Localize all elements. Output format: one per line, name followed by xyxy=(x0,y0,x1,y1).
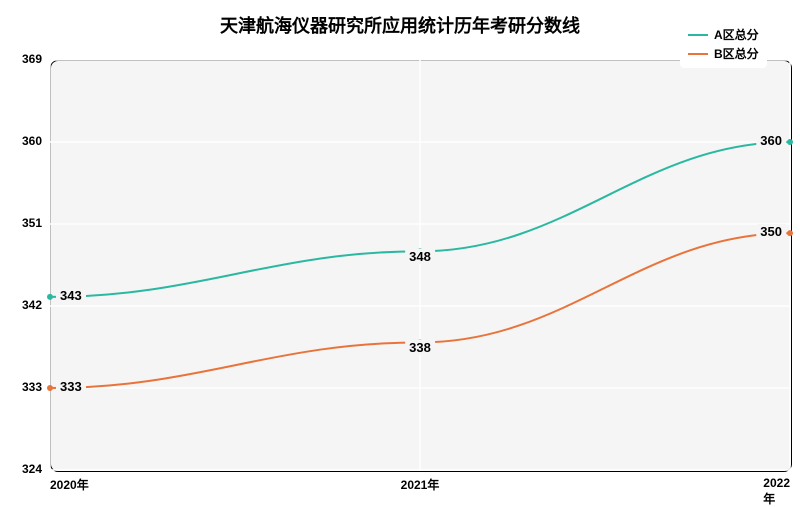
chart-svg xyxy=(0,0,800,500)
legend: A区总分 B区总分 xyxy=(680,20,767,68)
data-label: 350 xyxy=(756,224,786,239)
data-label: 338 xyxy=(405,340,435,355)
legend-item: A区总分 xyxy=(688,26,759,43)
data-label: 333 xyxy=(56,379,86,394)
legend-item: B区总分 xyxy=(688,45,759,62)
data-label: 348 xyxy=(405,249,435,264)
data-label: 343 xyxy=(56,288,86,303)
line-chart: 天津航海仪器研究所应用统计历年考研分数线 A区总分B区总分 3243333423… xyxy=(0,0,800,500)
data-label: 360 xyxy=(756,133,786,148)
